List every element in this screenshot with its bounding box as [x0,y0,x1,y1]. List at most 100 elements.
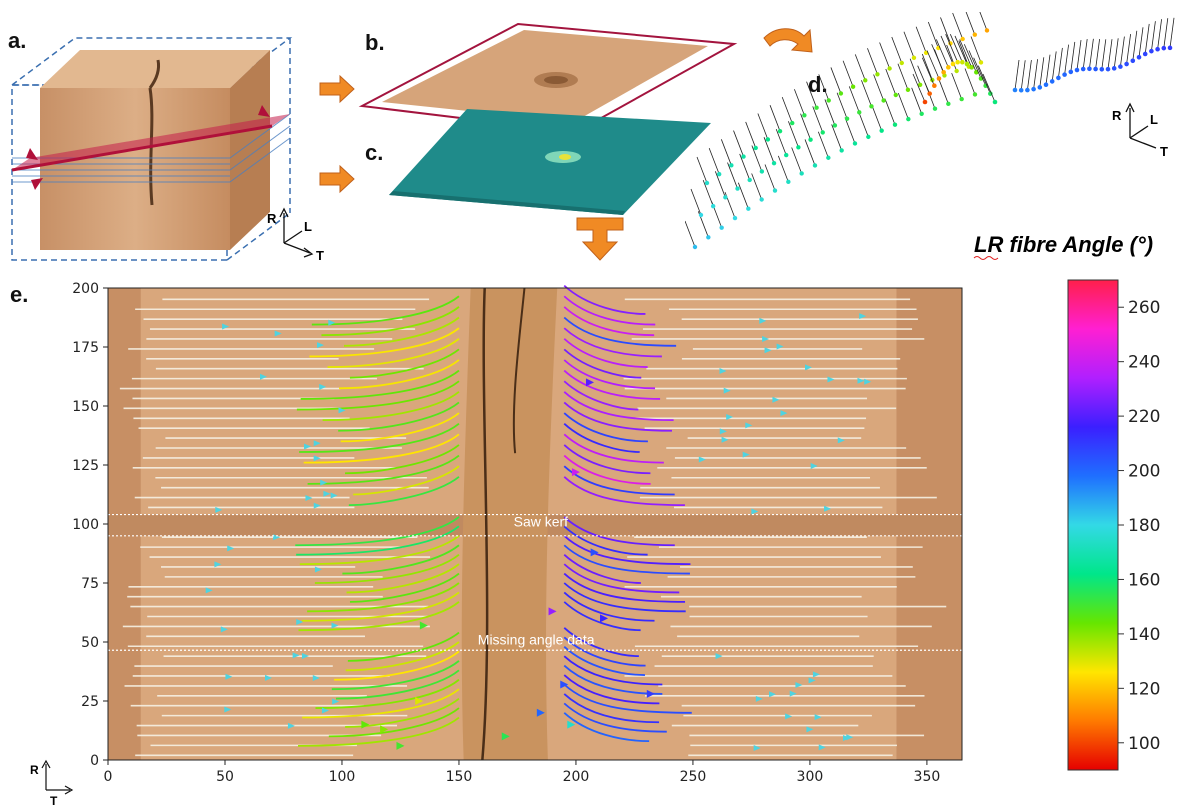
fibre-vector-point [852,141,858,146]
wood-block-illustration [9,37,293,261]
fibre-vector-point [832,123,838,128]
colorbar-tick-label: 100 [1128,734,1160,754]
fibre-vector-point [1111,66,1117,71]
fibre-vector-point [753,145,758,151]
fibre-vector-point [936,76,942,81]
fibre-vector-point [1012,87,1018,93]
fibre-vector-point [978,60,984,65]
fibre-direction-marker [220,626,228,633]
fibre-direction-marker [769,691,777,698]
fibre-vector-point [969,65,974,70]
fibre-vector-point [932,83,937,89]
fibre-direction-marker [501,732,510,741]
axis-t-label: T [1160,144,1168,159]
curved-fibre-line [331,660,460,691]
fibre-direction-marker [785,713,793,720]
fibre-vector-point [906,116,911,122]
fibre-vector-point [747,177,752,183]
curved-fibre-line [339,359,460,390]
panel-a-label: a. [8,28,27,53]
curved-fibre-line [563,295,656,326]
fibre-direction-marker [319,383,327,390]
curved-fibre-line [563,401,672,432]
fibre-direction-marker [776,343,784,350]
fibre-vector-point [893,92,898,98]
y-tick-label: 50 [81,635,99,651]
y-tick-label: 175 [72,340,99,356]
colorbar-tick-label: 220 [1128,407,1160,427]
fibre-vector-point [1099,66,1105,72]
fibre-direction-marker [287,722,295,729]
fibre-vector-point [735,186,740,191]
fibre-direction-marker [320,479,328,486]
fibre-direction-marker [313,502,321,509]
curved-fibre-line [563,454,651,485]
fibre-direction-marker [824,505,832,512]
fibre-direction-marker [214,561,222,568]
fibre-direction-marker [301,652,309,659]
fibre-vector-point [799,171,804,176]
colorbar-tick-label: 160 [1128,570,1160,590]
curved-fibre-line [338,401,460,432]
fibre-direction-marker [857,377,865,384]
fibre-vector-point [917,82,923,87]
fibre-direction-marker [560,680,569,689]
fibre-direction-marker [759,317,767,324]
axis-t-label: T [316,248,324,263]
curved-fibre-line [563,348,642,379]
fibre-vector-point [1062,72,1067,77]
curved-fibre-line [563,433,664,464]
panel-e-label: e. [10,282,29,307]
curved-fibre-line [563,563,680,594]
curved-fibre-line [345,444,460,475]
x-tick-label: 200 [563,769,590,785]
fibre-vector-point [1018,87,1024,93]
fibre-direction-marker [804,364,812,371]
colorbar-tick-label: 140 [1128,625,1160,645]
curved-fibre-line [345,697,460,728]
curved-fibre-line [296,525,460,556]
fibre-vector-point [839,148,844,153]
curved-fibre-line [295,516,460,547]
axis-t-label: T [50,794,58,807]
orientation-axes-d: R L T [1112,102,1168,159]
fibre-vector-point [972,92,978,97]
y-tick-label: 200 [72,281,99,297]
panel-d-label: d. [808,72,828,97]
fibre-vector-point [706,235,711,240]
axis-r-label: R [30,763,39,777]
fibre-vector-point [954,68,959,74]
fibre-direction-marker [780,410,788,417]
fibre-vector-point [950,61,956,67]
scan-plane-illustration [389,109,711,215]
x-tick-label: 350 [914,769,941,785]
fibre-vector-point [786,179,791,185]
fibre-vector-point [784,152,789,158]
fibre-vector-point [790,120,795,126]
fibre-vector-point [723,195,728,200]
panel-b-label: b. [365,30,385,55]
fibre-vector-point [887,66,892,71]
curved-fibre-line [563,525,648,556]
y-tick-label: 75 [81,576,99,592]
curved-fibre-line [328,707,460,738]
fibre-direction-marker [864,378,872,385]
curved-fibre-line [301,591,460,622]
fibre-vector-point [772,188,778,193]
curved-fibre-line [563,693,660,724]
y-tick-label: 150 [72,399,99,415]
fibre-direction-marker [742,451,750,458]
fibre-direction-marker [331,622,339,629]
fibre-vector-point [808,137,813,142]
fibre-direction-marker [755,695,763,702]
fibre-vector-point [826,98,831,103]
colorbar-tick-label: 240 [1128,353,1160,373]
fibre-direction-marker [719,428,727,435]
fibre-vector-point [946,65,951,70]
axis-r-label: R [267,211,277,226]
crack-line [481,287,489,761]
fibre-vector-point [838,91,844,96]
curved-fibre-line [563,544,690,575]
curved-fibre-line [343,316,460,347]
curved-fibre-line [563,572,686,603]
